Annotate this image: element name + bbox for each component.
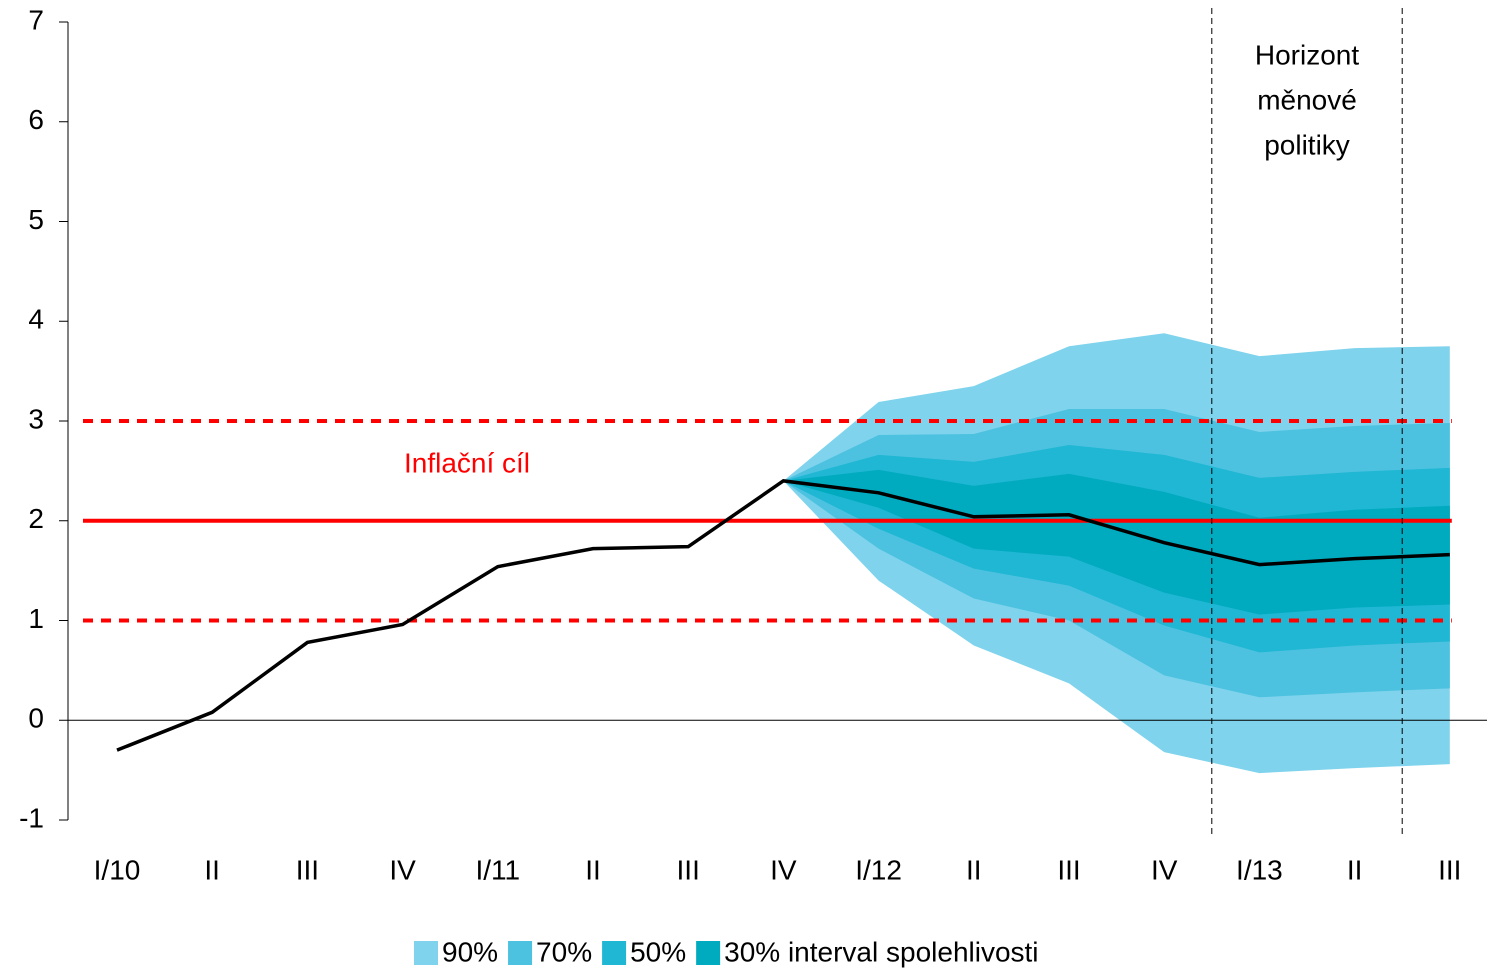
legend-swatch — [696, 941, 721, 965]
target-label: Inflační cíl — [404, 447, 530, 478]
x-tick-label: I/11 — [475, 854, 520, 885]
x-tick-label: IV — [770, 854, 797, 885]
y-tick-label: 6 — [28, 104, 44, 135]
central-line — [116, 479, 1450, 752]
fan-band — [783, 469, 1450, 615]
x-tick-label: III — [1057, 854, 1080, 885]
legend-swatch — [508, 941, 533, 965]
y-tick-label: 3 — [28, 403, 44, 434]
x-tick-label: II — [204, 854, 220, 885]
x-tick-label: I/12 — [855, 854, 902, 885]
legend-label: 50% — [630, 936, 686, 967]
x-tick-label: II — [966, 854, 982, 885]
x-tick-label: I/10 — [94, 854, 141, 885]
horizon-label: měnové — [1257, 84, 1357, 115]
legend-swatch — [414, 941, 438, 965]
x-tick-label: II — [1347, 854, 1363, 885]
y-tick-label: 0 — [28, 703, 44, 734]
x-tick-label: II — [585, 854, 601, 885]
x-tick-label: III — [296, 854, 319, 885]
x-tick-label: III — [677, 854, 700, 885]
y-tick-label: 5 — [28, 204, 44, 235]
x-tick-label: I/13 — [1236, 854, 1283, 885]
y-tick-label: 4 — [28, 304, 44, 335]
y-tick-label: 2 — [28, 503, 44, 534]
x-tick-label: IV — [389, 854, 416, 885]
legend-label: 90% — [442, 936, 498, 967]
horizon-label: Horizont — [1255, 39, 1359, 70]
y-tick-label: -1 — [19, 802, 44, 833]
x-tick-label: III — [1438, 854, 1461, 885]
x-tick-label: IV — [1151, 854, 1178, 885]
y-tick-label: 7 — [28, 4, 44, 35]
legend-label: 70% — [536, 936, 592, 967]
legend-swatch — [602, 941, 627, 965]
legend-label: 30% interval spolehlivosti — [724, 936, 1038, 967]
horizon-label: politiky — [1264, 129, 1350, 160]
y-tick-label: 1 — [28, 603, 44, 634]
